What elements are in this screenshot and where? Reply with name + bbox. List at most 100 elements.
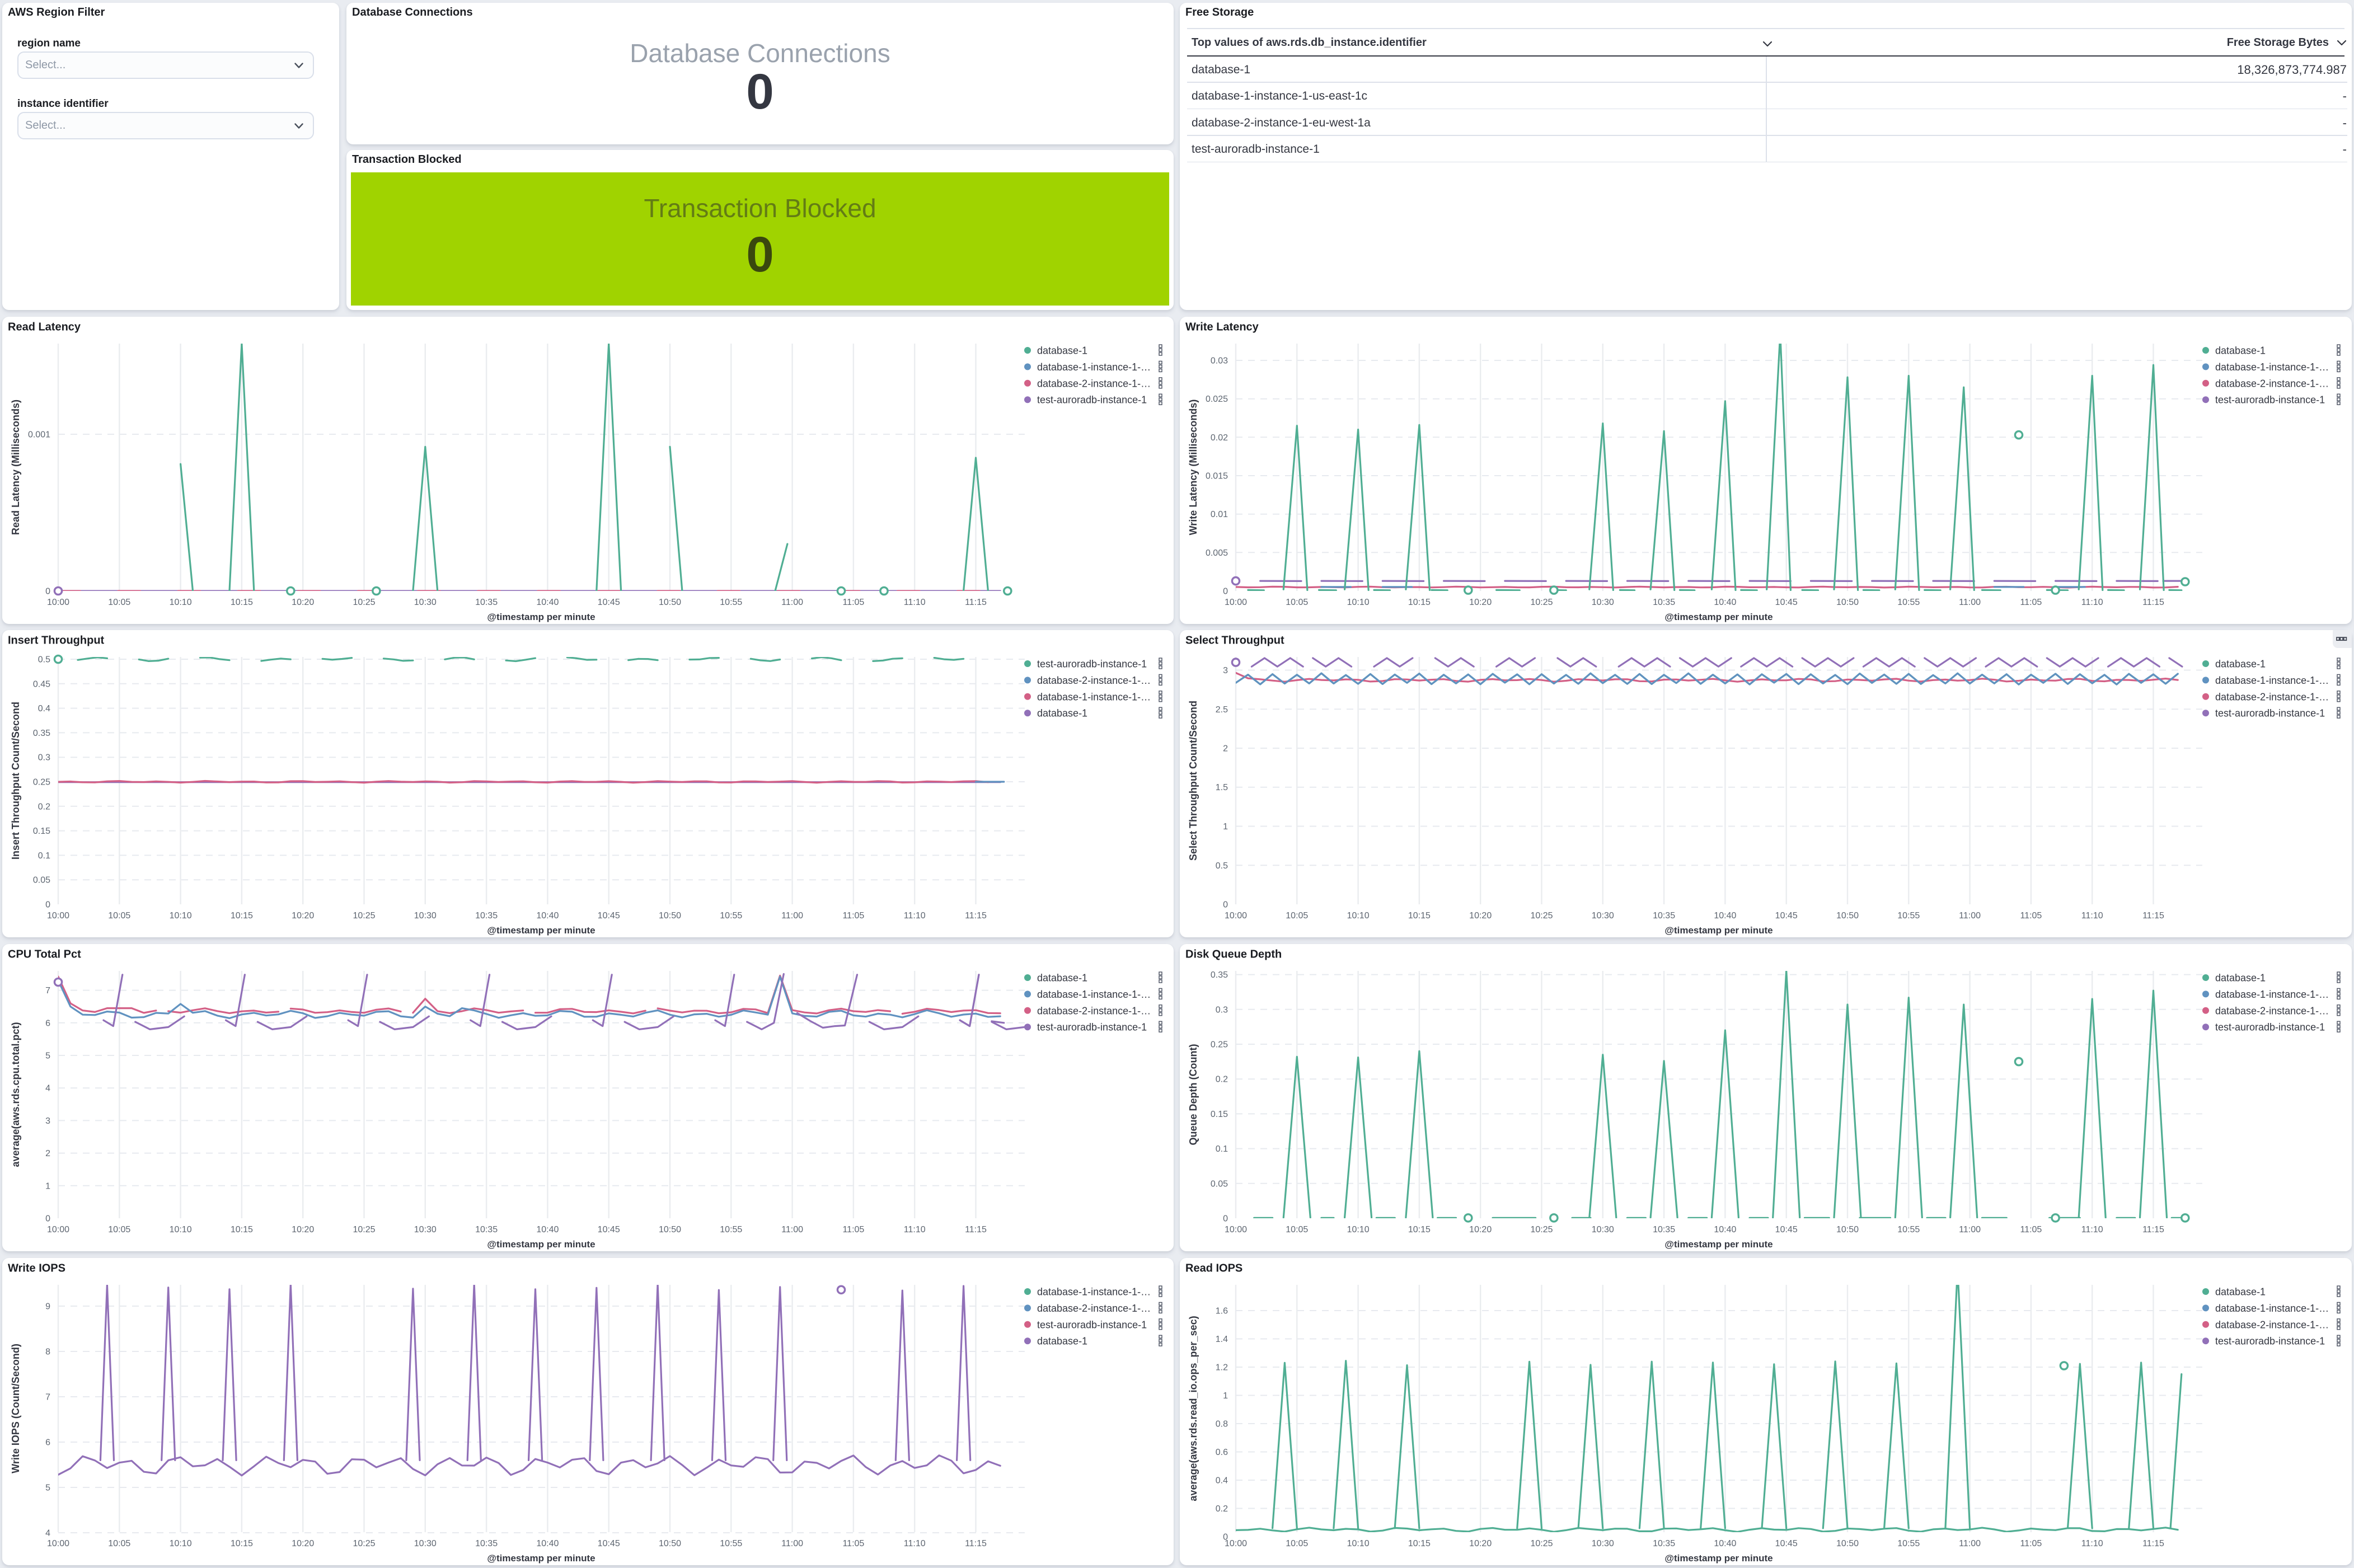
svg-text:10:15: 10:15: [1408, 1225, 1431, 1234]
svg-text:10:05: 10:05: [1286, 911, 1308, 921]
svg-text:@timestamp per minute: @timestamp per minute: [1664, 925, 1772, 936]
svg-text:10:30: 10:30: [1592, 911, 1614, 921]
svg-text:6: 6: [45, 1438, 50, 1448]
svg-text:11:10: 11:10: [2081, 1225, 2103, 1234]
svg-text:7: 7: [45, 986, 50, 996]
svg-text:9: 9: [45, 1302, 50, 1312]
svg-text:10:55: 10:55: [720, 1539, 742, 1548]
svg-text:10:25: 10:25: [1530, 598, 1553, 607]
svg-text:0.05: 0.05: [33, 876, 50, 885]
svg-text:11:00: 11:00: [781, 1225, 803, 1234]
svg-text:1.5: 1.5: [1216, 783, 1228, 792]
svg-text:10:10: 10:10: [170, 1225, 192, 1234]
svg-text:0.2: 0.2: [1216, 1504, 1228, 1514]
svg-text:11:15: 11:15: [965, 911, 987, 921]
svg-text:10:00: 10:00: [47, 1539, 69, 1548]
svg-text:database-1: database-1: [2215, 1287, 2266, 1298]
svg-text:average(aws.rds.read_io.ops_pe: average(aws.rds.read_io.ops_per_sec): [1188, 1316, 1199, 1501]
svg-text:10:55: 10:55: [1897, 1225, 1920, 1234]
svg-text:2.5: 2.5: [1216, 705, 1228, 715]
svg-text:test-auroradb-instance-1: test-auroradb-instance-1: [1037, 1319, 1147, 1330]
svg-text:10:50: 10:50: [1836, 911, 1859, 921]
svg-text:10:35: 10:35: [1653, 1539, 1675, 1548]
svg-text:10:15: 10:15: [1408, 598, 1431, 607]
svg-text:11:10: 11:10: [904, 1225, 926, 1234]
svg-text:Read IOPS: Read IOPS: [1185, 1262, 1242, 1275]
svg-text:database-1-instance-1-…: database-1-instance-1-…: [2215, 362, 2329, 373]
svg-text:0.25: 0.25: [33, 778, 50, 787]
svg-text:10:00: 10:00: [1225, 1539, 1247, 1548]
svg-text:11:05: 11:05: [842, 911, 864, 921]
svg-text:10:30: 10:30: [1592, 1225, 1614, 1234]
svg-text:10:30: 10:30: [414, 598, 437, 607]
svg-text:11:00: 11:00: [781, 1539, 803, 1548]
svg-text:database-1-instance-1-…: database-1-instance-1-…: [1037, 1287, 1151, 1298]
svg-text:10:25: 10:25: [353, 1225, 375, 1234]
svg-text:10:55: 10:55: [1897, 1539, 1920, 1548]
svg-text:0: 0: [45, 587, 50, 597]
svg-text:database-1-instance-1-…: database-1-instance-1-…: [1037, 691, 1151, 702]
svg-text:0.15: 0.15: [1211, 1110, 1228, 1119]
svg-text:database-1: database-1: [2215, 345, 2266, 356]
svg-text:11:00: 11:00: [781, 911, 803, 921]
svg-text:10:05: 10:05: [108, 911, 130, 921]
svg-text:0.015: 0.015: [1206, 472, 1228, 481]
svg-text:database-2-instance-1-…: database-2-instance-1-…: [2215, 691, 2329, 702]
svg-text:10:40: 10:40: [536, 598, 559, 607]
svg-text:11:15: 11:15: [965, 1539, 987, 1548]
svg-text:10:15: 10:15: [231, 1539, 253, 1548]
svg-text:10:20: 10:20: [1469, 911, 1492, 921]
svg-text:database-2-instance-1-…: database-2-instance-1-…: [1037, 1303, 1151, 1314]
svg-text:0.02: 0.02: [1211, 433, 1228, 443]
svg-text:0.15: 0.15: [33, 827, 50, 836]
svg-text:3: 3: [1223, 666, 1228, 675]
svg-text:0.8: 0.8: [1216, 1420, 1228, 1429]
svg-text:11:00: 11:00: [1959, 1539, 1981, 1548]
svg-text:10:50: 10:50: [659, 598, 681, 607]
svg-text:1.4: 1.4: [1216, 1335, 1228, 1344]
svg-text:10:05: 10:05: [1286, 598, 1308, 607]
svg-text:database-1-instance-1-…: database-1-instance-1-…: [2215, 675, 2329, 686]
svg-text:10:35: 10:35: [1653, 1225, 1675, 1234]
svg-text:0.2: 0.2: [38, 802, 50, 811]
svg-text:11:05: 11:05: [842, 598, 864, 607]
svg-text:0.4: 0.4: [38, 704, 50, 713]
svg-text:10:55: 10:55: [720, 598, 742, 607]
svg-text:10:35: 10:35: [475, 1225, 498, 1234]
svg-text:5: 5: [45, 1051, 50, 1061]
svg-text:10:40: 10:40: [1714, 1225, 1736, 1234]
svg-text:@timestamp per minute: @timestamp per minute: [1664, 1239, 1772, 1250]
svg-text:11:10: 11:10: [904, 911, 926, 921]
svg-text:10:30: 10:30: [1592, 1539, 1614, 1548]
svg-text:10:15: 10:15: [231, 598, 253, 607]
svg-text:Read Latency (Milliseconds): Read Latency (Milliseconds): [10, 400, 21, 535]
svg-text:10:50: 10:50: [1836, 1539, 1859, 1548]
svg-text:10:45: 10:45: [598, 1539, 620, 1548]
svg-text:0.35: 0.35: [1211, 970, 1228, 980]
svg-text:database-2-instance-1-…: database-2-instance-1-…: [1037, 1005, 1151, 1016]
svg-text:10:35: 10:35: [1653, 911, 1675, 921]
svg-text:10:30: 10:30: [414, 1539, 437, 1548]
svg-text:7: 7: [45, 1393, 50, 1402]
svg-text:10:35: 10:35: [475, 598, 498, 607]
svg-text:10:40: 10:40: [1714, 598, 1736, 607]
svg-text:3: 3: [45, 1116, 50, 1126]
svg-text:10:00: 10:00: [47, 911, 69, 921]
svg-text:@timestamp per minute: @timestamp per minute: [487, 612, 595, 622]
svg-text:10:10: 10:10: [1347, 598, 1370, 607]
svg-text:10:50: 10:50: [1836, 1225, 1859, 1234]
svg-text:Select Throughput Count/Second: Select Throughput Count/Second: [1188, 701, 1199, 861]
svg-text:test-auroradb-instance-1: test-auroradb-instance-1: [1037, 1022, 1147, 1033]
svg-text:10:00: 10:00: [1225, 598, 1247, 607]
svg-text:@timestamp per minute: @timestamp per minute: [1664, 1553, 1772, 1564]
svg-text:Write IOPS (Count/Second): Write IOPS (Count/Second): [10, 1344, 21, 1473]
svg-text:11:00: 11:00: [1959, 1225, 1981, 1234]
svg-text:11:05: 11:05: [842, 1225, 864, 1234]
svg-text:test-auroradb-instance-1: test-auroradb-instance-1: [2215, 1336, 2325, 1347]
svg-text:database-1-instance-1-…: database-1-instance-1-…: [2215, 1303, 2329, 1314]
svg-text:11:05: 11:05: [2020, 1539, 2042, 1548]
svg-text:10:00: 10:00: [47, 598, 69, 607]
svg-text:0: 0: [1223, 900, 1228, 910]
svg-text:10:10: 10:10: [1347, 1539, 1370, 1548]
svg-text:database-1: database-1: [1037, 345, 1087, 356]
